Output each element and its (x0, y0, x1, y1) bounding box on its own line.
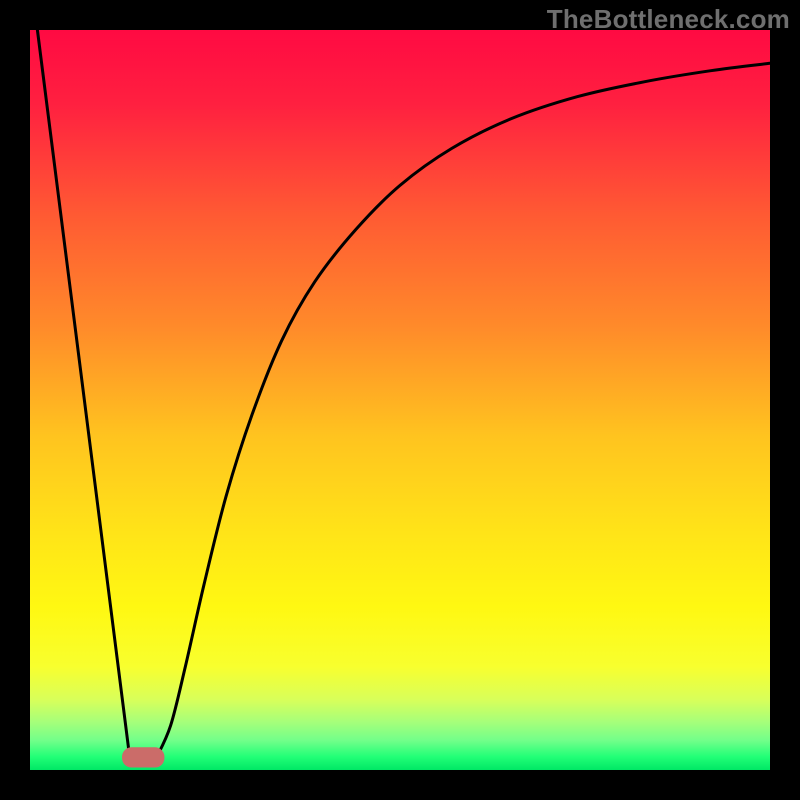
watermark-text: TheBottleneck.com (547, 4, 790, 35)
bottleneck-chart: TheBottleneck.com (0, 0, 800, 800)
plot-gradient-background (30, 30, 770, 770)
bottleneck-marker (123, 748, 164, 767)
chart-svg (0, 0, 800, 800)
